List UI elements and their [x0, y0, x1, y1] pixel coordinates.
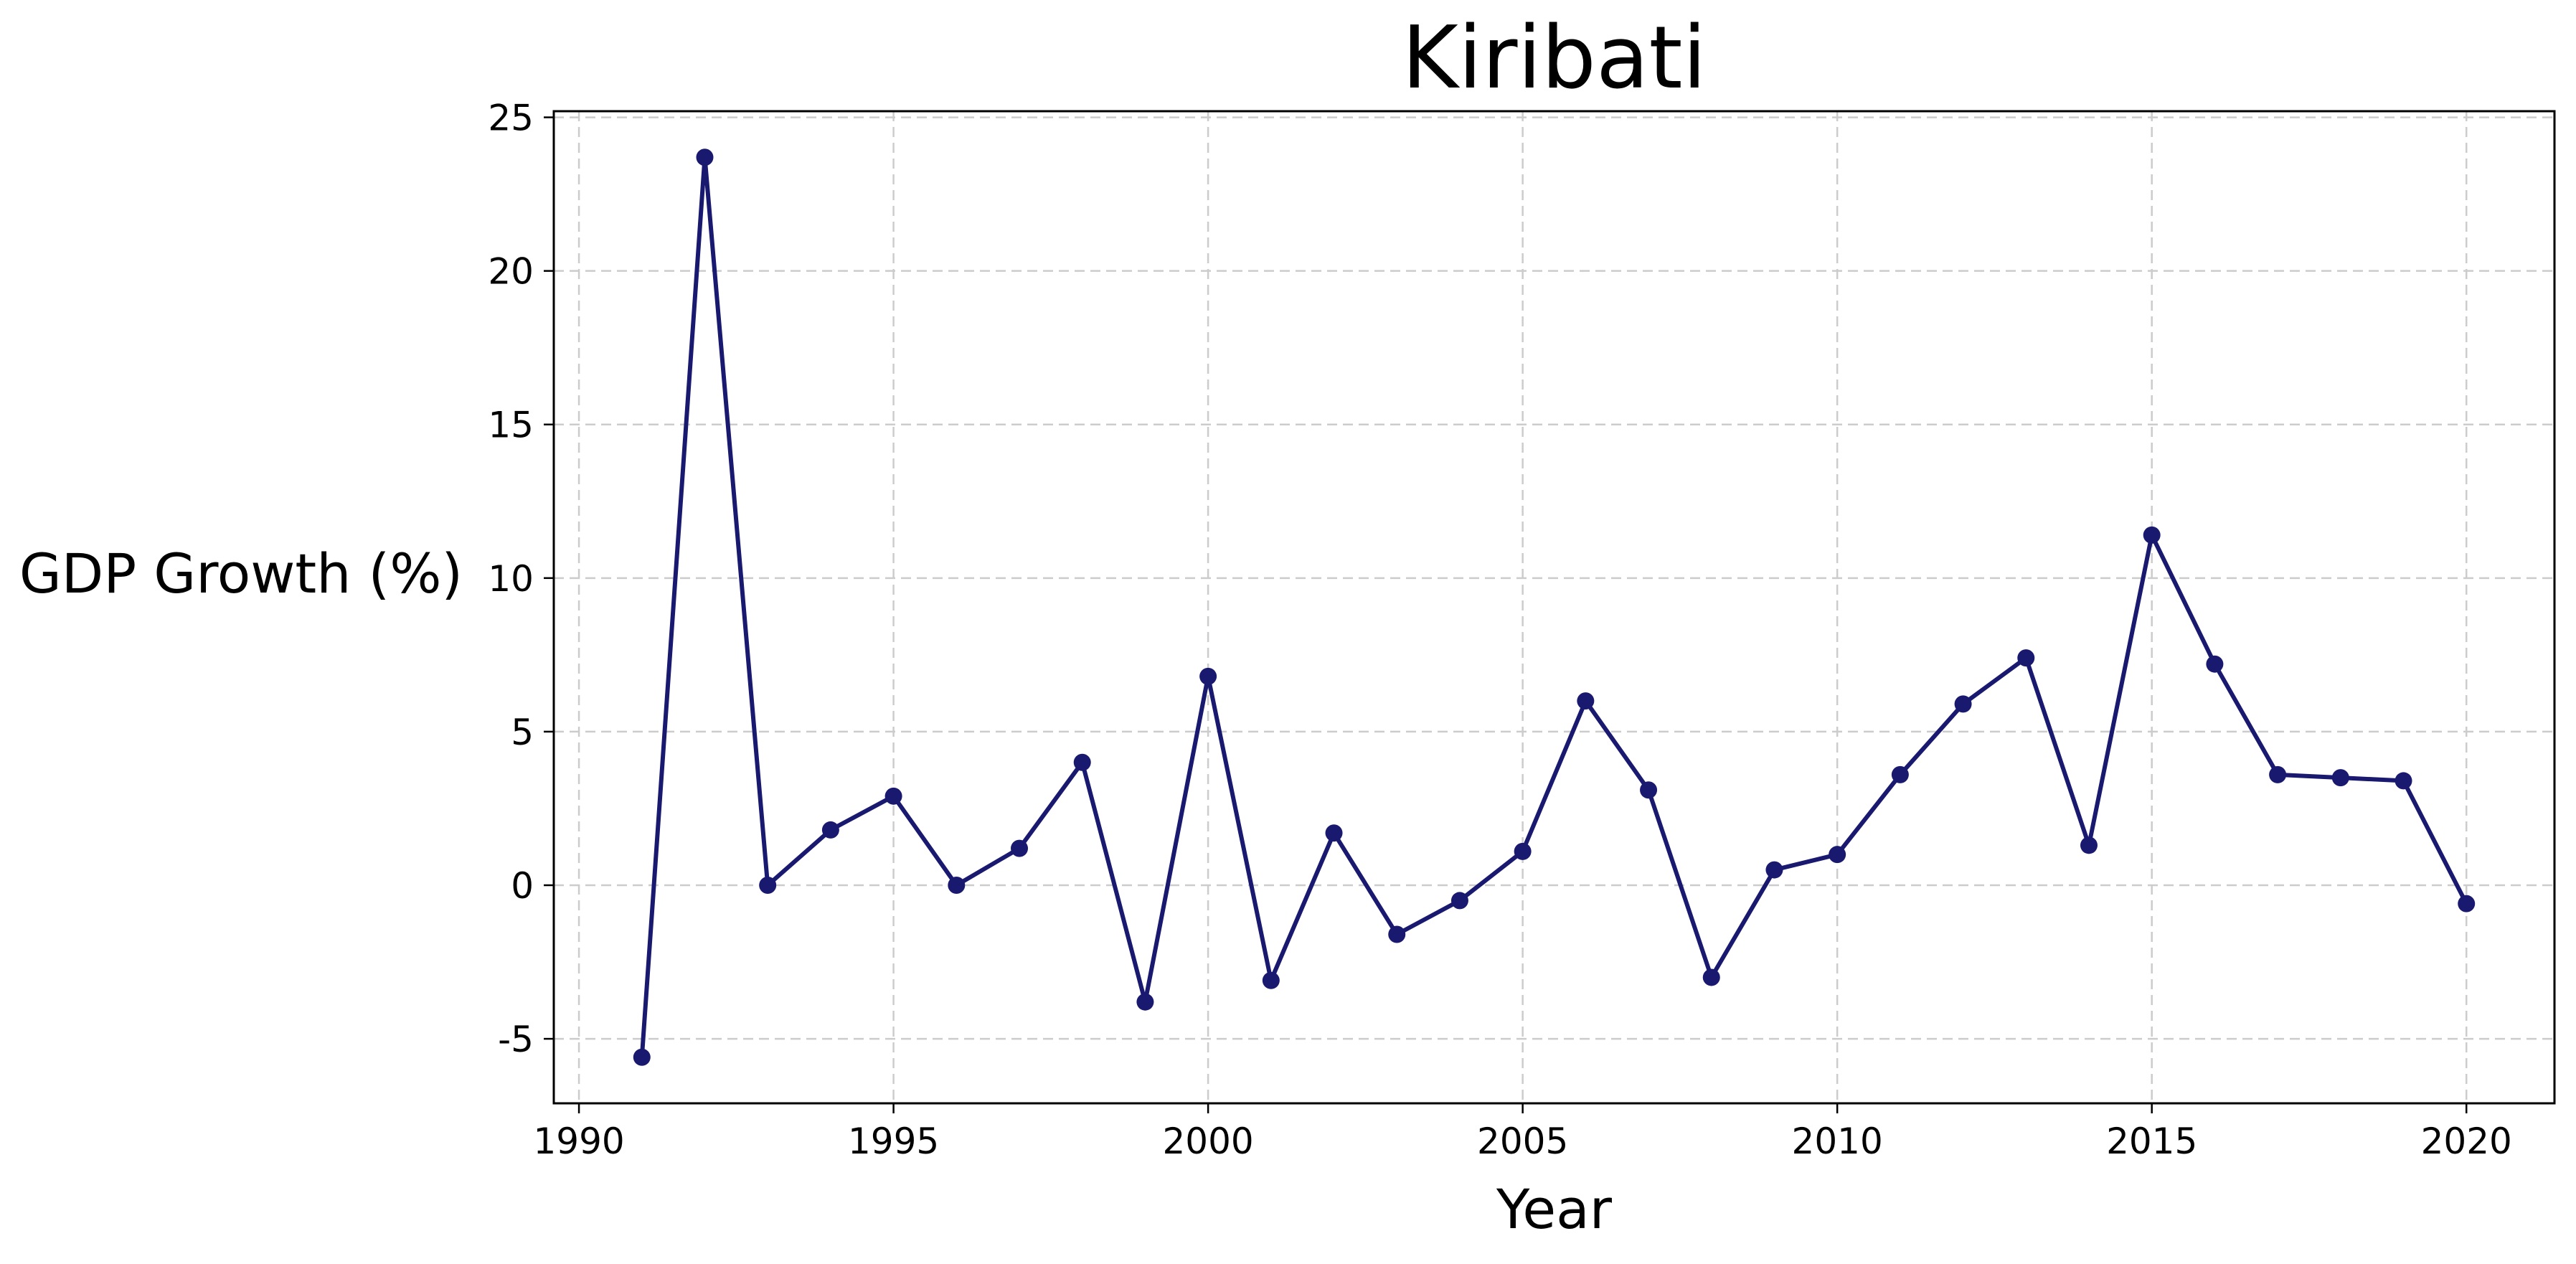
series-line — [639, 155, 2469, 1060]
x-tick-label: 2005 — [1477, 1121, 1568, 1162]
data-point — [1262, 971, 1280, 989]
data-point — [2017, 649, 2035, 667]
data-point — [1388, 925, 1406, 943]
data-point — [1450, 892, 1468, 910]
x-tick-label: 2010 — [1792, 1121, 1883, 1162]
data-point — [2080, 836, 2098, 854]
chart-title: Kiribati — [1402, 9, 1707, 108]
y-tick-label: 0 — [511, 865, 534, 907]
data-point — [1073, 753, 1091, 771]
data-point — [2269, 765, 2287, 783]
data-point — [1199, 667, 1217, 685]
data-point — [2331, 769, 2349, 787]
x-tick-label: 1990 — [533, 1121, 624, 1162]
y-axis-title: GDP Growth (%) — [19, 542, 463, 605]
axis-ticks: 1990 1995 2000 2005 2010 2015 2020 -5 0 5 10 15 20 25 — [488, 98, 2511, 1162]
x-tick-label: 1995 — [848, 1121, 939, 1162]
y-tick-label: 10 — [488, 558, 534, 600]
y-tick-label: 15 — [488, 405, 534, 446]
data-point — [1577, 692, 1595, 710]
data-point — [884, 787, 902, 805]
series-layer — [633, 148, 2476, 1066]
data-point — [759, 876, 777, 894]
data-point — [1011, 839, 1029, 857]
data-point — [1829, 846, 1846, 864]
data-point — [821, 821, 839, 839]
x-tick-label: 2020 — [2421, 1121, 2512, 1162]
data-point — [633, 1048, 651, 1066]
data-point — [1325, 824, 1343, 842]
data-point — [1702, 968, 1720, 986]
data-point — [696, 148, 714, 166]
data-point — [1765, 861, 1783, 879]
data-point — [2458, 895, 2476, 912]
data-point — [2206, 655, 2224, 673]
data-point — [1640, 781, 1658, 799]
data-point — [948, 876, 966, 894]
x-tick-label: 2000 — [1163, 1121, 1254, 1162]
data-point — [1954, 695, 1972, 713]
plot-area-frame — [552, 110, 2556, 1105]
data-point — [2395, 772, 2412, 790]
y-tick-label: -5 — [498, 1019, 534, 1060]
data-point — [1136, 993, 1154, 1011]
y-tick-label: 20 — [488, 251, 534, 293]
y-tick-label: 25 — [488, 98, 534, 139]
data-point — [2143, 526, 2161, 544]
grid — [554, 111, 2554, 1103]
x-tick-label: 2015 — [2106, 1121, 2197, 1162]
y-tick-label: 5 — [511, 712, 534, 753]
data-point — [1514, 842, 1532, 860]
x-axis-title: Year — [1496, 1177, 1613, 1241]
data-point — [1891, 765, 1909, 783]
